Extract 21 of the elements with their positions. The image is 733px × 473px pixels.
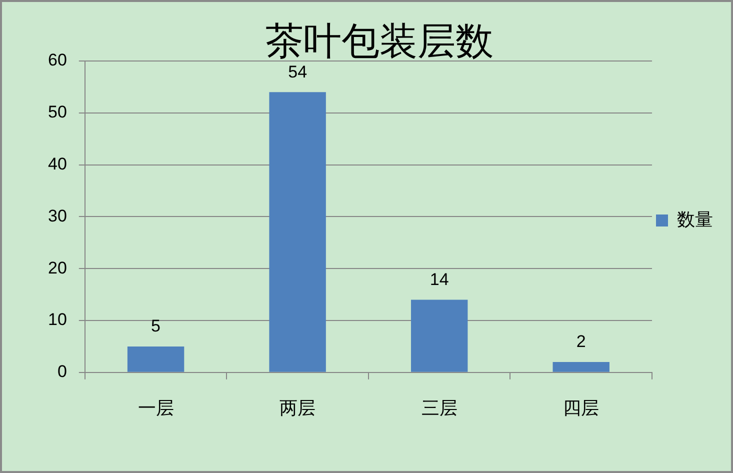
bar [410,300,468,372]
x-tick-label: 四层 [563,398,600,418]
y-tick-label: 10 [48,310,67,330]
data-label: 54 [288,62,308,82]
y-tick-label: 0 [57,362,67,382]
y-tick-label: 50 [48,102,67,122]
chart-title: 茶叶包装层数 [266,20,494,63]
y-tick-label: 30 [48,206,67,226]
y-tick-label: 20 [48,258,67,278]
legend-label: 数量 [677,209,713,230]
x-tick-label: 两层 [280,398,316,418]
x-tick-label: 一层 [138,398,174,418]
bar [552,362,610,372]
data-label: 5 [151,316,161,336]
data-label: 2 [576,332,586,352]
data-label: 14 [430,270,449,289]
bar [127,346,184,372]
bar [269,92,326,372]
y-tick-label: 40 [48,154,67,174]
y-tick-label: 60 [48,50,67,70]
x-tick-label: 三层 [421,398,458,418]
